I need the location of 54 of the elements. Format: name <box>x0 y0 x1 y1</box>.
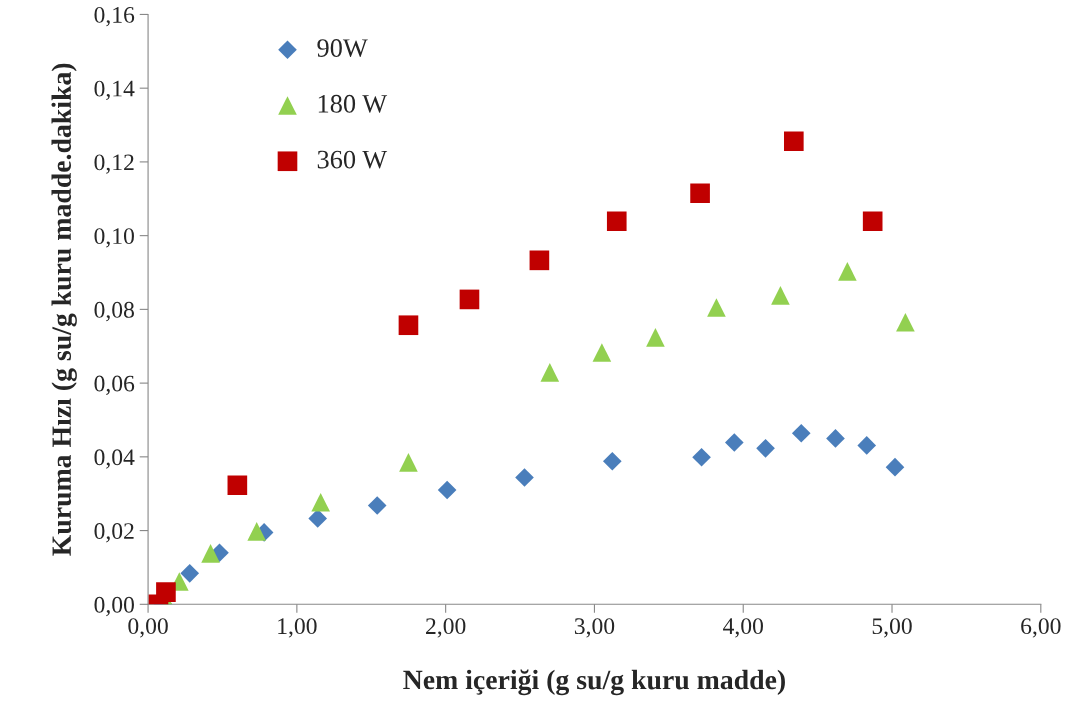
point <box>180 564 200 583</box>
point <box>529 250 550 271</box>
point <box>690 183 710 204</box>
point <box>606 211 627 232</box>
point <box>311 492 330 512</box>
y-tick-label: 0,14 <box>94 80 135 100</box>
point <box>885 457 905 477</box>
point <box>437 480 457 500</box>
x-tick-label: 5,00 <box>872 618 912 638</box>
point <box>724 433 744 452</box>
point <box>838 262 857 281</box>
point <box>707 298 726 317</box>
point <box>826 429 845 448</box>
x-tick-label: 4,00 <box>723 618 763 638</box>
y-axis-title: Kuruma Hızı (g su/g kuru madde.dakika) <box>51 63 77 556</box>
point <box>540 363 560 382</box>
x-tick-label: 6,00 <box>1021 618 1061 638</box>
y-tick-label: 0,06 <box>94 375 135 395</box>
point <box>156 582 176 602</box>
legend-label: 360 W <box>317 150 388 169</box>
point <box>896 312 915 332</box>
x-tick-label: 2,00 <box>426 618 466 638</box>
point <box>646 328 665 347</box>
point <box>367 496 387 515</box>
y-tick-label: 0,10 <box>94 228 134 248</box>
point <box>862 211 883 232</box>
x-tick-label: 3,00 <box>574 618 615 638</box>
point <box>227 475 248 496</box>
point <box>459 289 480 310</box>
point <box>857 436 877 455</box>
x-tick-label: 1,00 <box>278 618 317 638</box>
y-tick-label: 0,12 <box>94 154 134 174</box>
point <box>784 131 804 152</box>
point <box>399 453 418 472</box>
point <box>602 451 622 471</box>
point <box>247 522 267 541</box>
point <box>791 423 811 443</box>
y-tick-label: 0,04 <box>94 449 135 469</box>
point <box>308 509 328 528</box>
y-tick-label: 0,02 <box>94 523 134 543</box>
point <box>201 544 220 563</box>
point <box>515 468 534 487</box>
legend-label: 90W <box>317 39 368 58</box>
x-tick-label: 0,00 <box>128 618 168 638</box>
point <box>592 343 612 362</box>
legend-label: 180 W <box>318 94 388 113</box>
point <box>771 286 790 305</box>
y-tick-label: 0,16 <box>94 6 135 27</box>
point <box>398 315 419 336</box>
x-axis-title: Nem içeriği (g su/g kuru madde) <box>403 669 785 696</box>
point <box>756 439 775 458</box>
point <box>692 447 711 467</box>
y-tick-label: 0,00 <box>94 596 134 617</box>
y-tick-label: 0,08 <box>94 301 134 322</box>
